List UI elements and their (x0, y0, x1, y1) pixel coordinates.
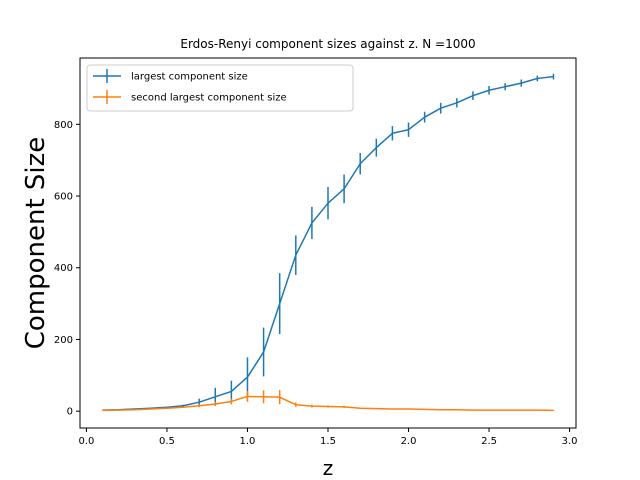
x-tick-label: 2.5 (481, 436, 497, 447)
legend-box (86, 64, 354, 112)
x-tick-label: 3.0 (562, 436, 578, 447)
x-tick-label: 1.5 (320, 436, 336, 447)
legend-label: second largest component size (131, 93, 287, 104)
y-tick-label: 0 (67, 407, 73, 418)
y-tick-label: 800 (54, 120, 73, 131)
x-tick-label: 0.5 (159, 436, 175, 447)
legend-label: largest component size (131, 72, 248, 83)
chart-title: Erdos-Renyi component sizes against z. N… (180, 37, 475, 51)
y-tick-label: 200 (54, 335, 73, 346)
y-axis-label: Component Size (21, 137, 51, 350)
series-second-largest (101, 389, 555, 412)
x-axis: 0.0 0.5 1.0 1.5 2.0 2.5 3.0 (78, 428, 578, 447)
x-tick-label: 2.0 (401, 436, 417, 447)
y-axis: 0 200 400 600 800 (54, 120, 80, 418)
x-tick-label: 1.0 (240, 436, 256, 447)
y-tick-label: 400 (54, 263, 73, 274)
y-tick-label: 600 (54, 192, 73, 203)
x-tick-label: 0.0 (78, 436, 94, 447)
x-axis-label: z (323, 456, 334, 480)
series-layer (101, 73, 555, 412)
legend: largest component size second largest com… (86, 64, 354, 112)
